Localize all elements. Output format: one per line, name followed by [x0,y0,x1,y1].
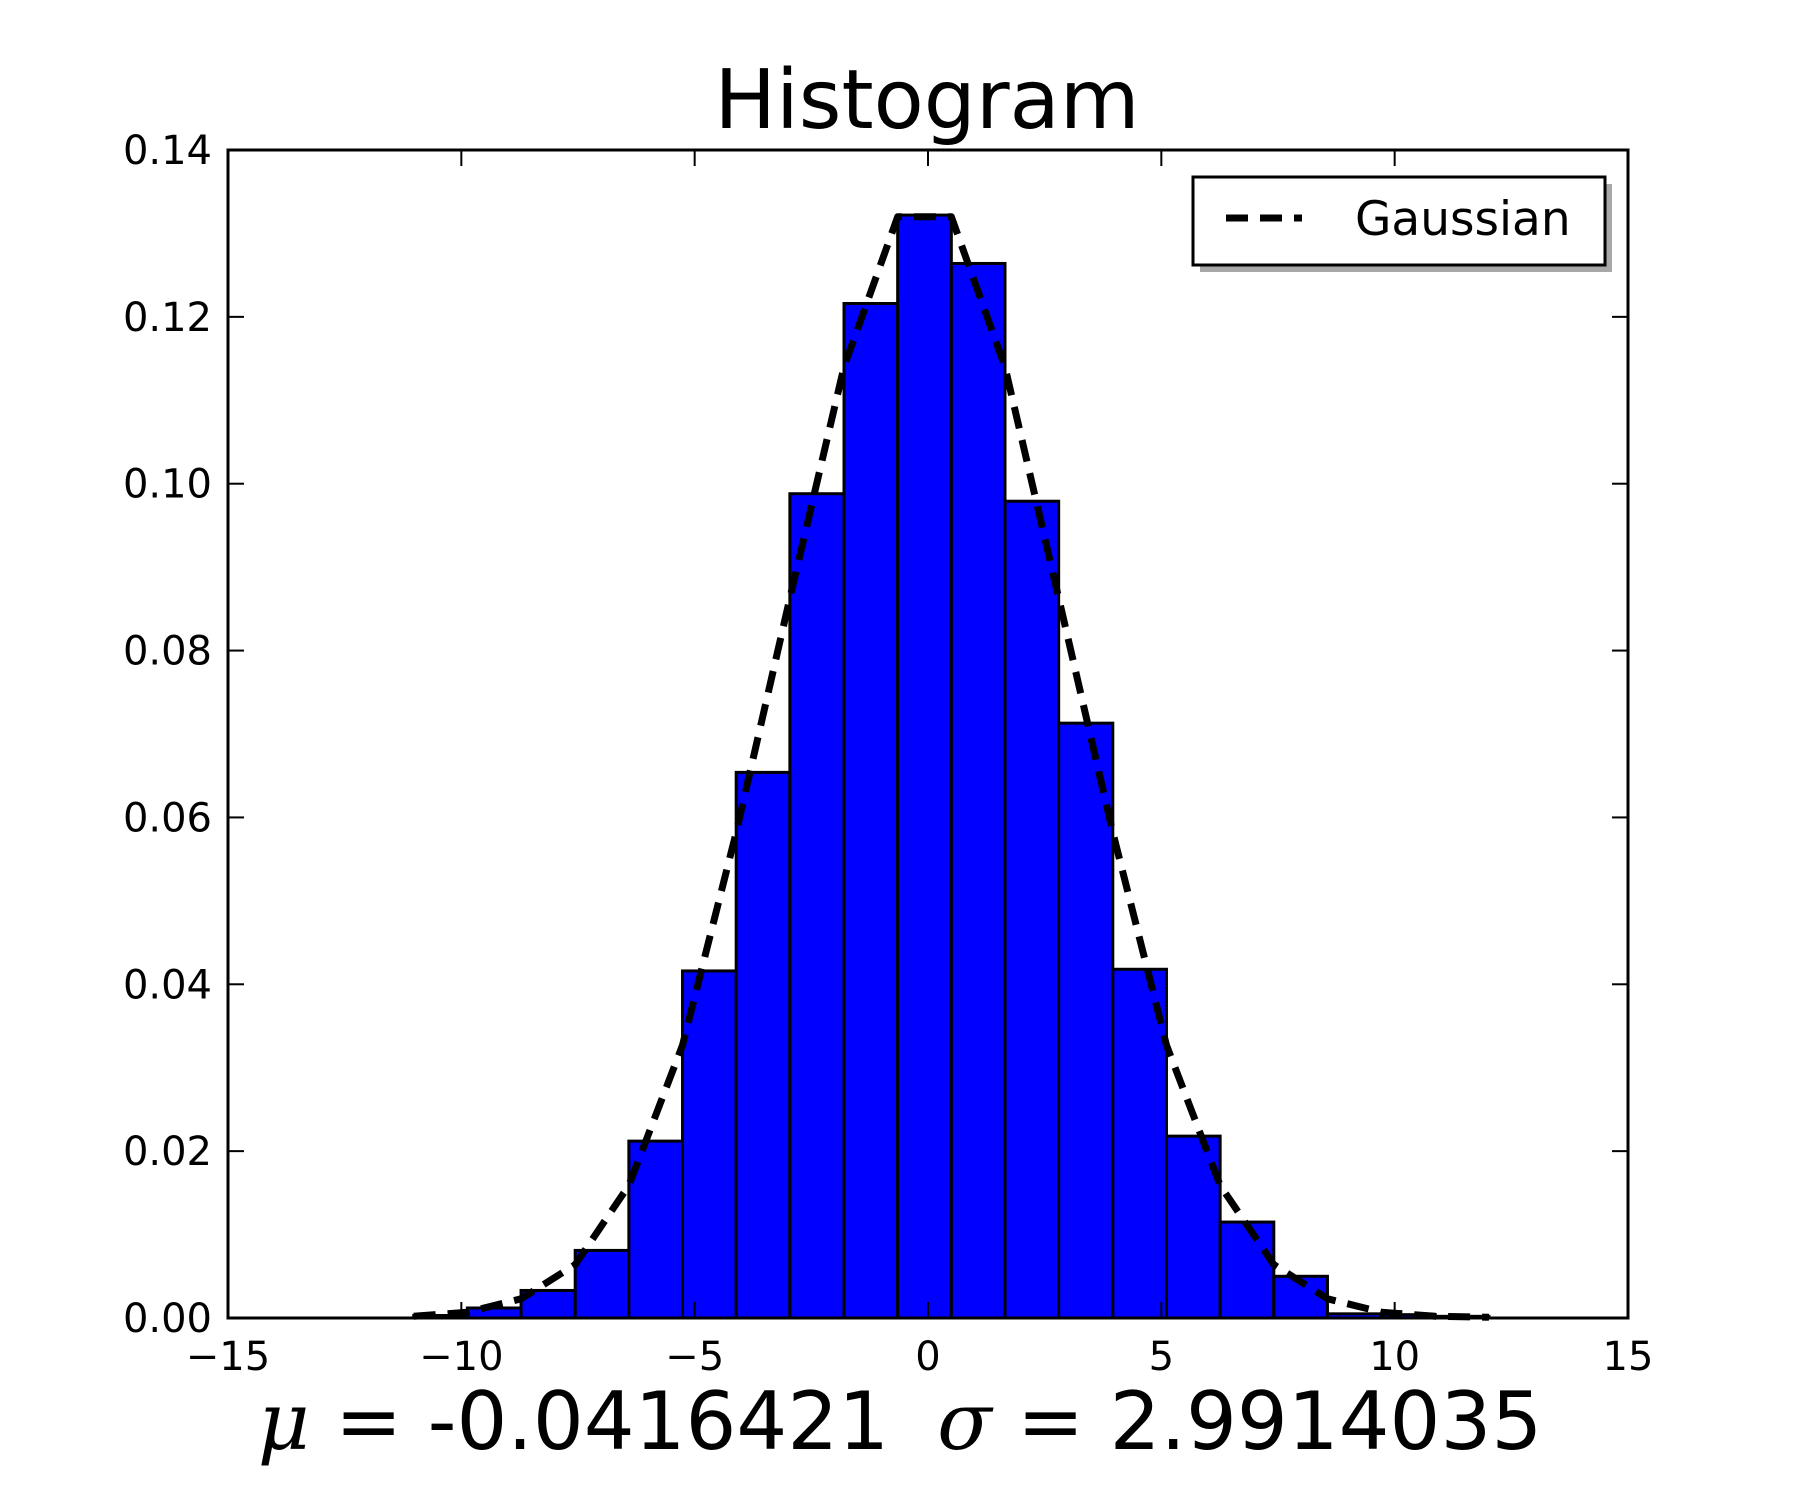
sigma-symbol: σ [937,1375,992,1468]
y-tick-label-5: 0.10 [123,462,212,508]
mu-value: = -0.0416421 [309,1375,890,1468]
histogram-bar-11 [1003,499,1061,1320]
x-tick-label-1: −10 [419,1334,503,1380]
axis-ticks [227,149,1629,1319]
histogram-bar-3 [573,1248,631,1320]
gaussian-curve-layer [413,213,1489,1321]
stats-annotation: μ = -0.0416421 σ = 2.9914035 [0,1382,1800,1462]
y-tick-label-3: 0.06 [123,795,212,841]
histogram-bar-1 [465,1306,523,1320]
x-tick-label-0: −15 [186,1334,270,1380]
histogram-bar-9 [896,213,953,1320]
y-tick-label-6: 0.12 [123,295,212,341]
x-tick-label-6: 15 [1603,1334,1654,1380]
sigma-value: = 2.9914035 [991,1375,1543,1468]
y-tick-label-2: 0.04 [123,962,212,1008]
chart-title: Histogram [714,53,1139,148]
histogram-bar-6 [734,770,792,1320]
legend: Gaussian [1191,175,1612,272]
histogram-bar-8 [842,302,900,1320]
histogram-bar-15 [1218,1220,1276,1320]
y-tick-label-7: 0.14 [123,128,212,174]
mu-symbol: μ [257,1375,310,1468]
histogram-bars [412,213,1491,1320]
axis-tick-labels: −15 −10 −5 0 5 10 15 0.00 0.02 0.04 0.06 0.08 0.10 0.… [123,128,1654,1380]
x-tick-label-4: 5 [1149,1334,1174,1380]
y-tick-label-1: 0.02 [123,1129,212,1175]
gaussian-curve [413,213,1489,1321]
y-tick-label-4: 0.08 [123,629,212,675]
x-tick-label-2: −5 [665,1334,724,1380]
x-tick-label-3: 0 [915,1334,940,1380]
histogram-bar-7 [788,492,846,1320]
legend-label-gaussian: Gaussian [1355,192,1571,247]
x-tick-label-5: 10 [1369,1334,1420,1380]
y-tick-label-0: 0.00 [123,1296,212,1342]
histogram-bar-10 [949,261,1007,1320]
